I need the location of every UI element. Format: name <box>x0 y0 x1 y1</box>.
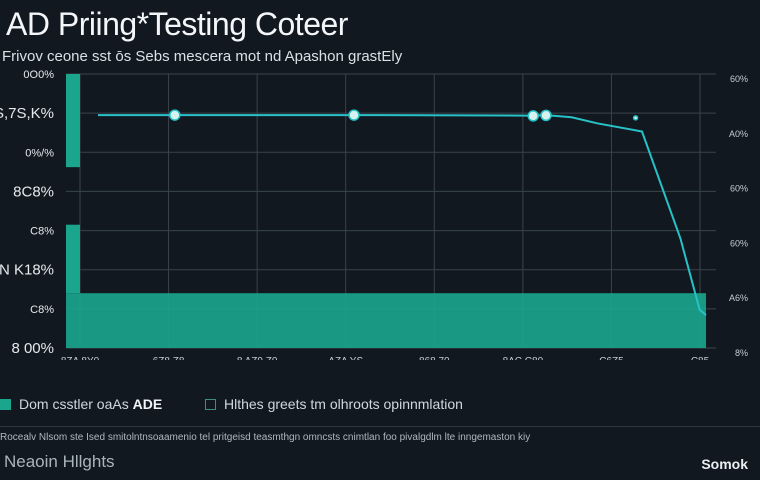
legend-item-1: Dom csstler oaAs ADE <box>0 396 162 412</box>
legend-item-2-label: Hlthes greets tm olhroots opinnmlation <box>224 396 463 412</box>
x-tick-label: C85 <box>691 356 710 360</box>
footnote: Rocealv Nlsom ste Ised smitolntnsoaameni… <box>0 432 531 443</box>
y-tick-label-left: 8 00% <box>11 340 54 357</box>
x-tick-label: 868 70 <box>419 356 450 360</box>
y-tick-label-left: 0O0% <box>23 69 54 81</box>
page-title: AD Priing*Testing Coteer <box>6 6 348 42</box>
y-tick-label-left: C8% <box>30 304 54 316</box>
area-band <box>66 293 706 348</box>
x-tick-label: 8AC C80 <box>503 356 544 360</box>
x-tick-label: AZA YS <box>328 356 363 360</box>
series-marker <box>169 109 181 121</box>
y-tick-label-left: C8% <box>30 226 54 238</box>
series-line <box>98 114 707 316</box>
legend-swatch-filled <box>0 398 11 410</box>
x-tick-label: 8ZA 8Y0 <box>61 356 100 360</box>
x-tick-label: 8 AZ9 Z0 <box>237 356 278 360</box>
x-tick-label: C6Z5 <box>599 356 624 360</box>
series-marker <box>527 110 539 122</box>
divider <box>0 426 760 427</box>
x-tick-label: 6Z8 Z8 <box>153 356 185 360</box>
left-bar-segment <box>66 74 80 168</box>
y-tick-label-left: S,7S,K% <box>0 105 54 122</box>
legend-swatch-outline <box>205 398 216 410</box>
footer-brand: Somok <box>701 456 748 472</box>
series-marker <box>540 109 552 122</box>
y-tick-label-right: 8% <box>735 348 748 358</box>
y-tick-label-right: 60% <box>730 238 748 248</box>
footer-left-text: Neaoin Hllghts <box>4 452 115 471</box>
y-tick-label-right: A6% <box>729 293 748 303</box>
y-tick-label-left: 0%/% <box>25 147 54 159</box>
legend-item-2: Hlthes greets tm olhroots opinnmlation <box>205 396 463 412</box>
series-marker <box>348 109 360 121</box>
left-bar-segment <box>66 224 80 294</box>
line-chart: 8ZA 8Y0 6Z8 Z8 8 AZ9 Z0 AZA YS 868 70 8AC C80… <box>0 69 748 360</box>
y-tick-label-right: 60% <box>730 74 748 84</box>
series-marker <box>632 115 639 121</box>
y-tick-label-right: A0% <box>729 129 748 139</box>
legend-item-1-label: Dom csstler oaAs ADE <box>19 396 163 412</box>
y-tick-label-left: 8C8% <box>13 183 54 200</box>
y-tick-label-left: N K18% <box>0 262 54 279</box>
y-tick-label-right: 60% <box>730 184 748 194</box>
chart-subtitle: Frivov ceone sst ōs Sebs mescera mot nd … <box>2 48 403 65</box>
